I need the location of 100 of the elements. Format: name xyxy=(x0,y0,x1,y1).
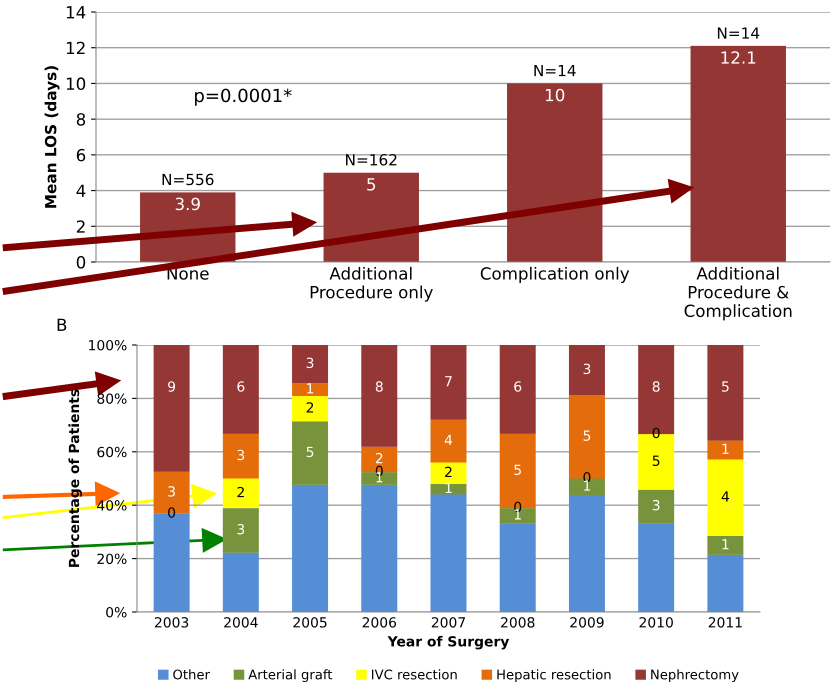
data-label: 10 xyxy=(546,88,564,102)
annotation: 3 xyxy=(584,364,590,374)
annotation: 1 xyxy=(722,444,729,454)
bar xyxy=(222,552,259,612)
x-tick-label: 2008 xyxy=(501,617,534,628)
annotation: 1 xyxy=(584,480,590,491)
annotation: 2 xyxy=(445,466,452,477)
data-label: 12.1 xyxy=(722,51,756,64)
chart-title: B xyxy=(58,318,66,331)
y-tick-label: 12 xyxy=(66,42,85,54)
x-tick-label: 2010 xyxy=(640,617,673,628)
y-tick-label: 6 xyxy=(76,148,86,162)
bar xyxy=(707,440,744,460)
x-tick-label: Additional Procedure only xyxy=(310,266,433,302)
x-tick-label: 2011 xyxy=(708,617,742,628)
bar xyxy=(500,345,536,434)
x-axis-title: Year of Surgery xyxy=(388,636,510,650)
bar xyxy=(222,345,259,434)
annotation: 1 xyxy=(307,383,314,394)
annotation: 4 xyxy=(444,434,452,445)
annotation: 5 xyxy=(584,430,590,441)
bar xyxy=(222,434,259,478)
x-tick-label: 2005 xyxy=(293,617,327,628)
annotation: 1 xyxy=(446,482,452,494)
annotation: 2 xyxy=(306,402,314,413)
annotation: 5 xyxy=(514,464,521,476)
legend-label: Hepatic resection xyxy=(497,669,611,682)
data-label: 3.9 xyxy=(176,198,200,210)
bar xyxy=(292,383,328,396)
bar xyxy=(707,554,744,612)
annotation: 5 xyxy=(722,381,729,392)
legend-label: Other xyxy=(173,669,210,680)
y-tick-label: 20% xyxy=(97,554,127,564)
y-tick-label: 2 xyxy=(76,220,85,233)
annotation: 5 xyxy=(652,456,660,466)
bar xyxy=(292,484,328,612)
legend-label: IVC resection xyxy=(372,669,457,680)
bar xyxy=(361,484,398,612)
x-tick-label: 2004 xyxy=(224,617,258,628)
x-tick-label: Additional Procedure & Complication xyxy=(684,266,792,320)
annotation: 7 xyxy=(445,376,452,386)
y-axis-title: Mean LOS (days) xyxy=(44,66,60,208)
y-tick-label: 8 xyxy=(76,113,86,126)
annotation: 6 xyxy=(514,381,522,392)
x-tick-label: 2003 xyxy=(154,617,188,628)
bar xyxy=(361,345,398,447)
annotation: 8 xyxy=(652,381,660,392)
annotation: 6 xyxy=(237,381,244,392)
bar xyxy=(707,536,744,555)
annotation: 1 xyxy=(722,539,729,550)
annotation: 8 xyxy=(376,381,383,392)
x-tick-label: 2006 xyxy=(362,617,396,628)
y-tick-label: 0% xyxy=(106,606,127,618)
bar xyxy=(707,460,744,536)
annotation: 5 xyxy=(306,446,314,458)
bar xyxy=(430,345,466,420)
bar xyxy=(568,345,605,396)
annotation: N=14 xyxy=(718,27,760,39)
bar xyxy=(292,396,328,422)
bar xyxy=(324,172,419,262)
bar xyxy=(292,421,328,485)
annotation: N=14 xyxy=(534,64,576,76)
annotation: 3 xyxy=(306,358,314,368)
bar xyxy=(507,83,602,262)
annotation: 2 xyxy=(237,486,244,498)
y-axis-title: Percentage of Patients xyxy=(68,389,82,567)
annotation: 3 xyxy=(168,486,175,497)
y-tick-label: 80% xyxy=(97,393,127,404)
legend-label: Nephrectomy xyxy=(651,669,739,682)
bar xyxy=(690,46,786,262)
y-tick-label: 0 xyxy=(76,256,86,269)
x-tick-label: Complication only xyxy=(480,266,630,283)
annotation: 9 xyxy=(168,381,176,392)
bar xyxy=(430,484,466,495)
bar xyxy=(638,490,674,524)
y-tick-label: 60% xyxy=(97,446,127,458)
y-tick-label: 14 xyxy=(66,6,86,18)
bar xyxy=(430,462,466,484)
bar xyxy=(430,494,466,612)
annotation: p=0.0001* xyxy=(195,88,292,106)
annotation: 3 xyxy=(237,524,244,534)
bar xyxy=(707,345,744,441)
data-label: 5 xyxy=(367,178,376,191)
bar xyxy=(638,523,674,612)
annotation: 2 xyxy=(376,452,382,464)
x-tick-label: 2007 xyxy=(432,617,465,628)
annotation: 3 xyxy=(237,450,244,460)
bar xyxy=(500,523,536,612)
annotation: 3 xyxy=(652,500,660,510)
y-tick-label: 10 xyxy=(66,77,86,90)
bar xyxy=(222,508,259,553)
bar xyxy=(222,478,259,508)
bar xyxy=(430,420,466,462)
annotation: 4 xyxy=(722,491,730,502)
y-tick-label: 4 xyxy=(76,184,86,197)
bar xyxy=(568,495,605,612)
annotation: N=162 xyxy=(346,154,396,166)
y-tick-label: 100% xyxy=(89,340,127,350)
annotation: N=556 xyxy=(162,174,214,186)
x-tick-label: 2009 xyxy=(570,617,604,628)
